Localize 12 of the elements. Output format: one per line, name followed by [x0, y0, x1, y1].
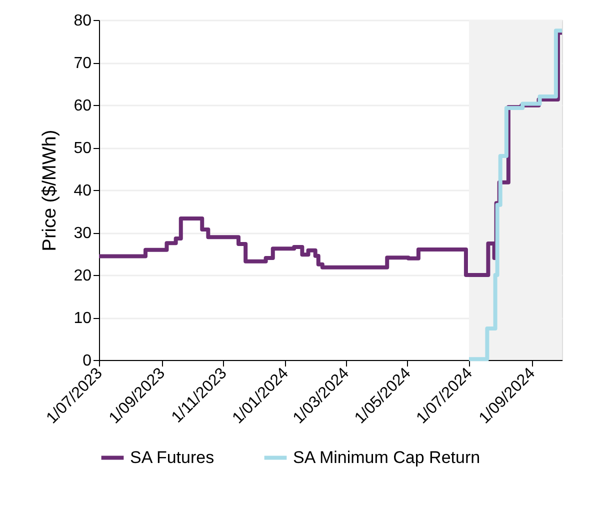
- y-tick-label: 30: [74, 225, 92, 242]
- y-tick-label: 60: [74, 98, 92, 114]
- y-tick-label: 10: [74, 310, 92, 327]
- y-tick-label: 40: [74, 182, 92, 200]
- legend-label: SA Futures: [130, 448, 214, 467]
- y-tick-label: 50: [74, 140, 92, 157]
- y-tick-label: 70: [74, 55, 92, 72]
- legend-label: SA Minimum Cap Return: [293, 448, 480, 467]
- y-tick-label: 0: [82, 352, 92, 370]
- y-tick-label: 80: [74, 12, 92, 30]
- y-tick-label: 20: [74, 268, 92, 284]
- y-axis-title: Price ($/MWh): [40, 130, 61, 252]
